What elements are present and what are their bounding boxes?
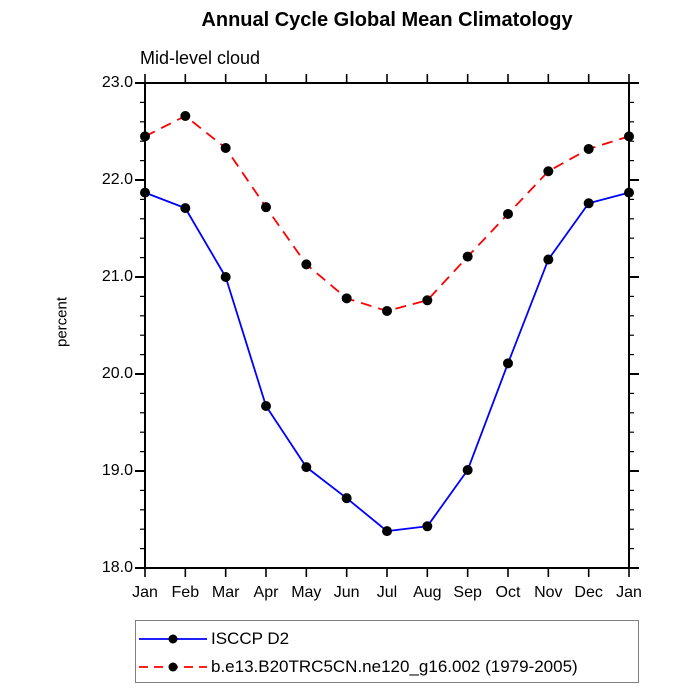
y-tick-label: 18.0 <box>101 559 133 576</box>
x-tick-label: May <box>291 584 322 601</box>
x-tick-label: Jan <box>616 584 642 601</box>
y-axis-ticks <box>135 82 639 569</box>
y-tick-label: 19.0 <box>101 462 133 479</box>
y-tick-label: 20.0 <box>101 365 133 382</box>
data-point-markers <box>140 110 634 537</box>
axis-frame <box>144 82 630 569</box>
x-tick-label: Mar <box>211 584 240 601</box>
legend-label-isccp-d2: ISCCP D2 <box>211 629 290 648</box>
x-tick-label: Jun <box>333 584 360 601</box>
chart-subtitle: Mid-level cloud <box>140 48 261 68</box>
x-tick-label: Apr <box>253 584 279 601</box>
y-tick-label: 22.0 <box>101 171 133 188</box>
legend-item-model-run: b.e13.B20TRC5CN.ne120_g16.002 (1979-2005… <box>138 653 638 681</box>
x-tick-label: Oct <box>495 584 521 601</box>
x-tick-label: Sep <box>453 584 482 601</box>
chart-title: Annual Cycle Global Mean Climatology <box>201 9 573 31</box>
x-tick-label: Feb <box>171 584 200 601</box>
legend-item-isccp-d2: ISCCP D2 <box>138 625 638 653</box>
x-tick-label: Jul <box>376 584 398 601</box>
x-tick-label: Dec <box>574 584 603 601</box>
month-ticks <box>144 74 630 577</box>
series-line-0 <box>144 191 630 533</box>
legend-label-model-run: b.e13.B20TRC5CN.ne120_g16.002 (1979-2005… <box>211 657 578 676</box>
y-tick-label: 23.0 <box>101 74 133 91</box>
legend-swatch-dashed-line <box>139 662 207 672</box>
x-tick-label: Aug <box>413 584 442 601</box>
x-tick-label: Nov <box>534 584 563 601</box>
series-line-1 <box>144 115 630 312</box>
y-tick-label: 21.0 <box>101 268 133 285</box>
x-tick-label: Jan <box>132 584 158 601</box>
legend: ISCCP D2 b.e13.B20TRC5CN.ne120_g16.002 (… <box>135 620 639 683</box>
legend-swatch-solid-line <box>139 634 207 644</box>
